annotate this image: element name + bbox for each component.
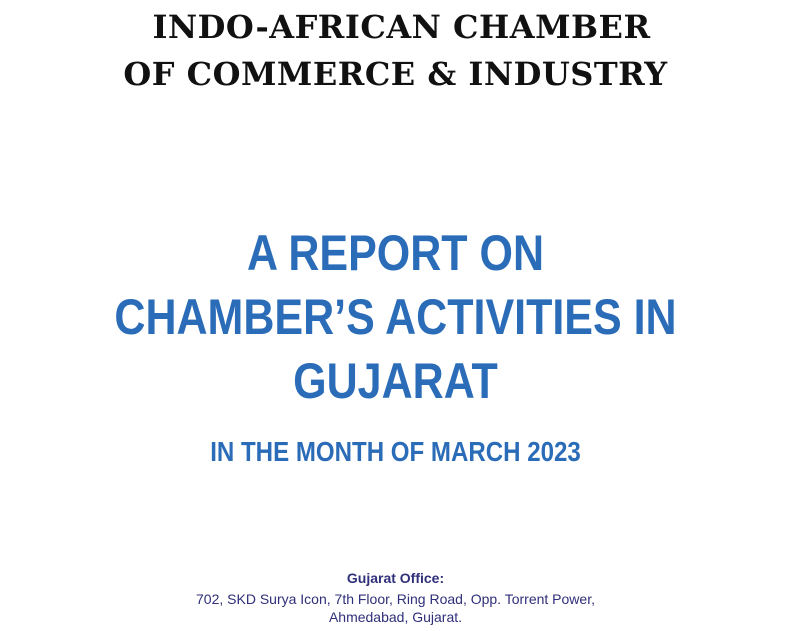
office-heading: Gujarat Office: bbox=[346, 570, 445, 586]
report-title-line-2: CHAMBER’S ACTIVITIES IN bbox=[114, 289, 677, 345]
office-address-line-1: 702, SKD Surya Icon, 7th Floor, Ring Roa… bbox=[196, 591, 595, 607]
report-period-subtitle: IN THE MONTH OF MARCH 2023 bbox=[210, 436, 581, 467]
report-title-line-1: A REPORT ON bbox=[246, 225, 545, 281]
office-address-line-2: Ahmedabad, Gujarat. bbox=[328, 609, 463, 625]
organization-name-line-1: INDO-AFRICAN CHAMBER bbox=[152, 8, 651, 46]
report-title-line-3: GUJARAT bbox=[293, 353, 498, 409]
organization-name-line-2: OF COMMERCE & INDUSTRY bbox=[123, 55, 668, 93]
